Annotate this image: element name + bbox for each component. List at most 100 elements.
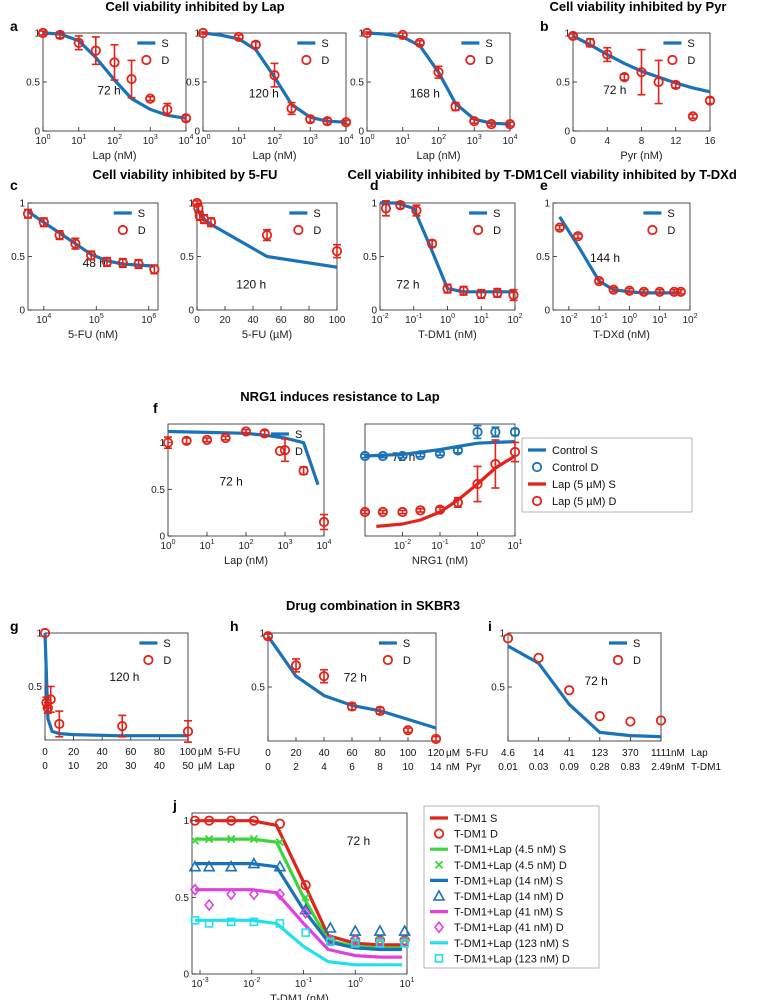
x-tick-label: 100 xyxy=(470,539,485,552)
timepoint-annotation: 120 h xyxy=(236,278,266,292)
x-tick-label: 102 xyxy=(507,313,522,326)
legend-label: T-DM1+Lap (123 nM) D xyxy=(454,953,570,965)
legend-item: Control D xyxy=(531,461,599,474)
point xyxy=(248,815,260,826)
y-tick-label: 0.5 xyxy=(536,252,550,263)
combo-drug: T-DM1 xyxy=(691,762,721,773)
y-tick-label: 0.5 xyxy=(26,78,40,89)
point xyxy=(204,815,215,826)
combo-value: 60 xyxy=(125,747,137,758)
point xyxy=(45,694,56,705)
section-title: Cell viability inhibited by Pyr xyxy=(550,0,727,14)
y-tick-label: 1 xyxy=(19,199,25,210)
combo-drug: Lap xyxy=(691,748,708,759)
point xyxy=(382,654,393,666)
point xyxy=(190,836,200,845)
x-tick-label: 101 xyxy=(71,134,86,147)
point xyxy=(299,902,313,915)
x-axis-label: 5-FU (µM) xyxy=(242,329,292,341)
panel-a: Cell viability inhibited by Lapa00.51100… xyxy=(10,0,285,162)
panel-label: a xyxy=(10,18,18,34)
axes-box xyxy=(191,812,408,975)
x-tick-label: 102 xyxy=(107,134,122,147)
series-t-dm1-d xyxy=(189,815,410,946)
panel-p1: 0 0.5 1 100 101 102 103 104 Lap (nM) 120 h SD xyxy=(186,27,354,162)
point xyxy=(346,701,358,712)
series-d xyxy=(262,631,442,744)
x-tick-label: 10-1 xyxy=(405,313,422,326)
x-tick-label: 20 xyxy=(219,315,231,326)
legend-label: D xyxy=(321,55,329,67)
point xyxy=(262,631,274,642)
timepoint-annotation: 120 h xyxy=(249,87,279,101)
x-tick-label: 12 xyxy=(670,136,682,147)
point xyxy=(247,856,261,869)
y-tick-label: 0.5 xyxy=(251,683,265,694)
y-tick-label: 1 xyxy=(159,438,165,449)
panel-c: Cell viability inhibited by 5-FUc00.5110… xyxy=(10,167,277,341)
x-axis-label: Lap (nM) xyxy=(92,150,136,162)
legend-label: D xyxy=(667,225,675,237)
y-tick-label: 1 xyxy=(34,29,40,40)
y-tick-label: 1 xyxy=(194,29,200,40)
x-axis-label: Pyr (nM) xyxy=(620,150,662,162)
series-line xyxy=(558,216,681,295)
combo-value: 0.01 xyxy=(498,762,518,773)
point xyxy=(704,95,716,106)
timepoint-annotation: 72 h xyxy=(585,674,608,688)
point xyxy=(326,937,335,947)
panel-label: g xyxy=(10,618,19,634)
point xyxy=(402,725,414,736)
point xyxy=(204,919,214,928)
combo-value: 4.6 xyxy=(501,748,515,759)
point xyxy=(434,860,444,869)
point xyxy=(220,432,231,444)
point xyxy=(293,224,304,236)
legend-label: Lap (5 µM) D xyxy=(552,496,616,508)
point xyxy=(233,31,244,43)
x-axis-label: Lap (nM) xyxy=(224,555,268,567)
legend-item: T-DM1+Lap (4.5 nM) D xyxy=(434,860,567,872)
point xyxy=(490,458,501,470)
panel-f: NRG1 induces resistance to Lap f 0 0.5 1 100 1… xyxy=(151,389,440,567)
x-tick-label: 100 xyxy=(329,315,346,326)
point xyxy=(191,197,203,209)
point xyxy=(602,49,613,60)
series-d xyxy=(191,197,343,259)
combo-drug: 5-FU xyxy=(466,748,488,759)
point xyxy=(533,652,544,663)
x-tick-label: 60 xyxy=(275,315,287,326)
point xyxy=(300,879,311,891)
series-d xyxy=(37,27,192,124)
point xyxy=(458,285,469,296)
point xyxy=(205,217,217,228)
timepoint-annotation: 120 h xyxy=(109,670,139,684)
combo-value: 60 xyxy=(346,748,358,759)
legend-label: S xyxy=(161,38,168,50)
y-tick-label: 0.5 xyxy=(186,78,200,89)
point xyxy=(204,834,214,844)
point xyxy=(472,426,483,438)
legend-label: D xyxy=(163,655,171,667)
x-tick-label: 10-2 xyxy=(371,313,388,326)
point xyxy=(375,939,385,948)
legend-label: D xyxy=(295,446,303,458)
x-tick-label: 103 xyxy=(143,134,158,147)
series-line xyxy=(195,918,402,967)
point xyxy=(433,920,445,934)
point xyxy=(476,288,487,300)
combo-value: 80 xyxy=(374,748,386,759)
point xyxy=(472,478,483,490)
point xyxy=(653,76,664,88)
point xyxy=(117,257,128,269)
panel-h: h0.510 20 40 60 80 100 120 μM 5-FU0 2 4 6 8 10 14 nM Pyr… xyxy=(230,618,488,773)
point xyxy=(348,924,362,936)
y-tick-label: 0 xyxy=(159,532,165,543)
x-tick-label: 101 xyxy=(199,539,214,552)
legend-item: T-DM1+Lap (4.5 nM) S xyxy=(430,844,566,856)
point xyxy=(608,284,619,295)
point xyxy=(126,73,137,85)
point xyxy=(109,57,120,68)
point xyxy=(502,633,514,644)
legend-label: D xyxy=(493,225,501,237)
